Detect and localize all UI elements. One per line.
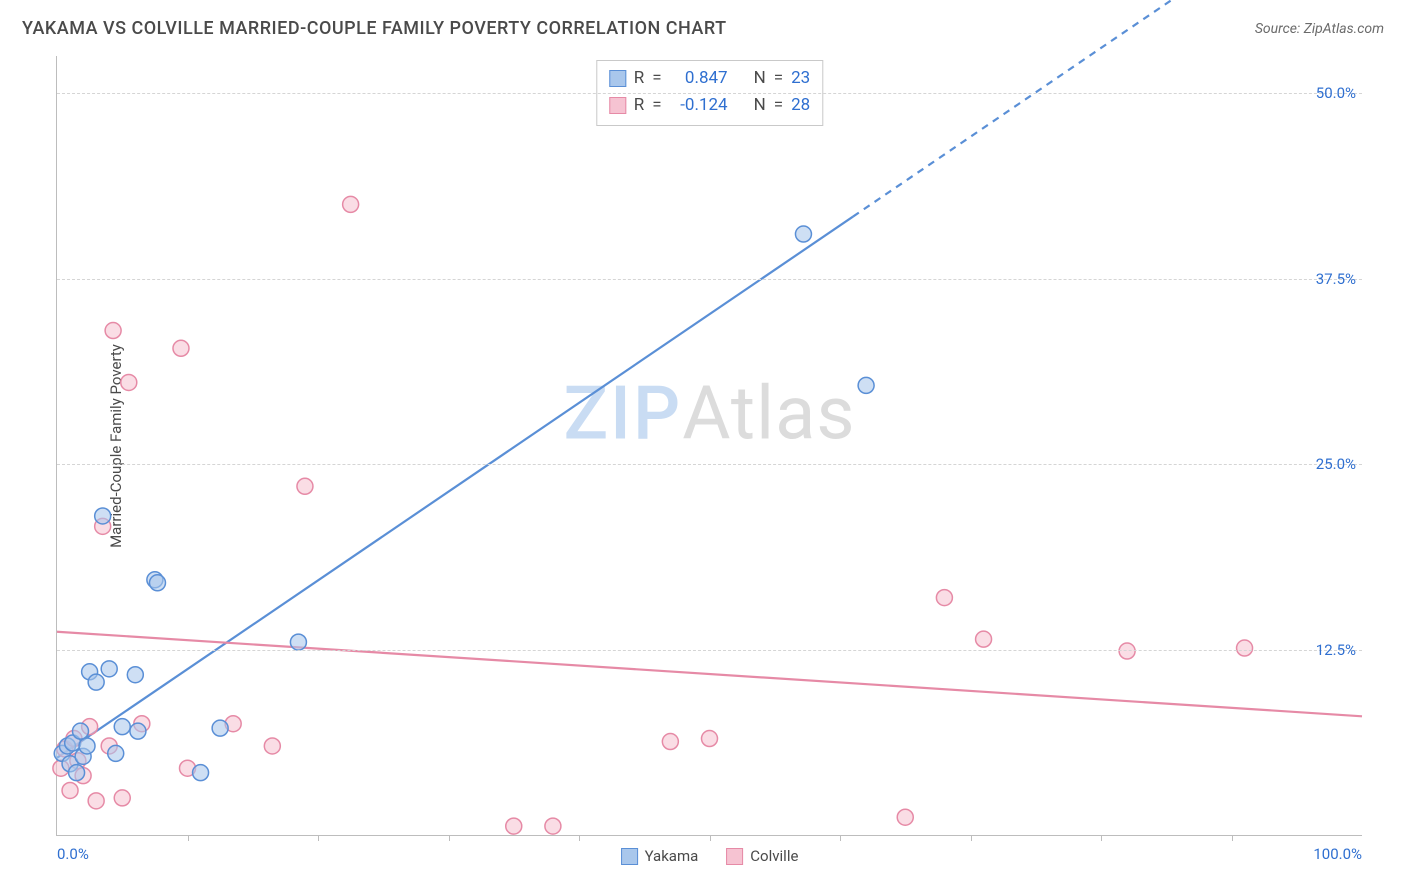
x-tick [971,835,972,841]
x-tick [579,835,580,841]
x-tick-min: 0.0% [57,845,89,863]
r-value-yakama: 0.847 [670,65,728,92]
x-tick [1232,835,1233,841]
title-bar: YAKAMA VS COLVILLE MARRIED-COUPLE FAMILY… [22,18,1384,39]
x-tick [840,835,841,841]
y-tick-label: 37.5% [1316,270,1356,288]
source-attribution: Source: ZipAtlas.com [1255,21,1384,37]
chart-container: YAKAMA VS COLVILLE MARRIED-COUPLE FAMILY… [0,0,1406,892]
x-tick [188,835,189,841]
legend-stats-row-colville: R = -0.124 N = 28 [609,92,810,119]
y-tick-label: 25.0% [1316,455,1356,473]
legend-label-yakama: Yakama [645,847,699,865]
gridline [57,650,1362,651]
plot-area: ZIPAtlas R = 0.847 N = 23 R = -0.124 N [56,56,1362,836]
x-tick [449,835,450,841]
swatch-yakama [609,70,626,87]
legend-item-yakama: Yakama [621,847,699,865]
n-label: N [754,92,766,119]
chart-title: YAKAMA VS COLVILLE MARRIED-COUPLE FAMILY… [22,18,727,39]
r-label: R [634,65,644,92]
swatch-colville [609,97,626,114]
plot-svg [57,56,1362,835]
legend-item-colville: Colville [726,847,798,865]
gridline [57,464,1362,465]
x-tick [1101,835,1102,841]
equals: = [652,92,661,119]
swatch-colville [726,848,743,865]
x-tick-max: 100.0% [1313,845,1362,863]
gridline [57,279,1362,280]
legend-label-colville: Colville [750,847,798,865]
gridline [57,93,1362,94]
x-tick [318,835,319,841]
x-tick [710,835,711,841]
n-label: N [754,65,766,92]
n-value-yakama: 23 [791,65,810,92]
y-tick-label: 12.5% [1316,641,1356,659]
equals: = [774,65,783,92]
equals: = [774,92,783,119]
y-tick-label: 50.0% [1316,84,1356,102]
legend-stats-row-yakama: R = 0.847 N = 23 [609,65,810,92]
r-label: R [634,92,644,119]
n-value-colville: 28 [791,92,810,119]
legend-bottom: Yakama Colville [621,847,799,865]
swatch-yakama [621,848,638,865]
r-value-colville: -0.124 [670,92,728,119]
equals: = [652,65,661,92]
